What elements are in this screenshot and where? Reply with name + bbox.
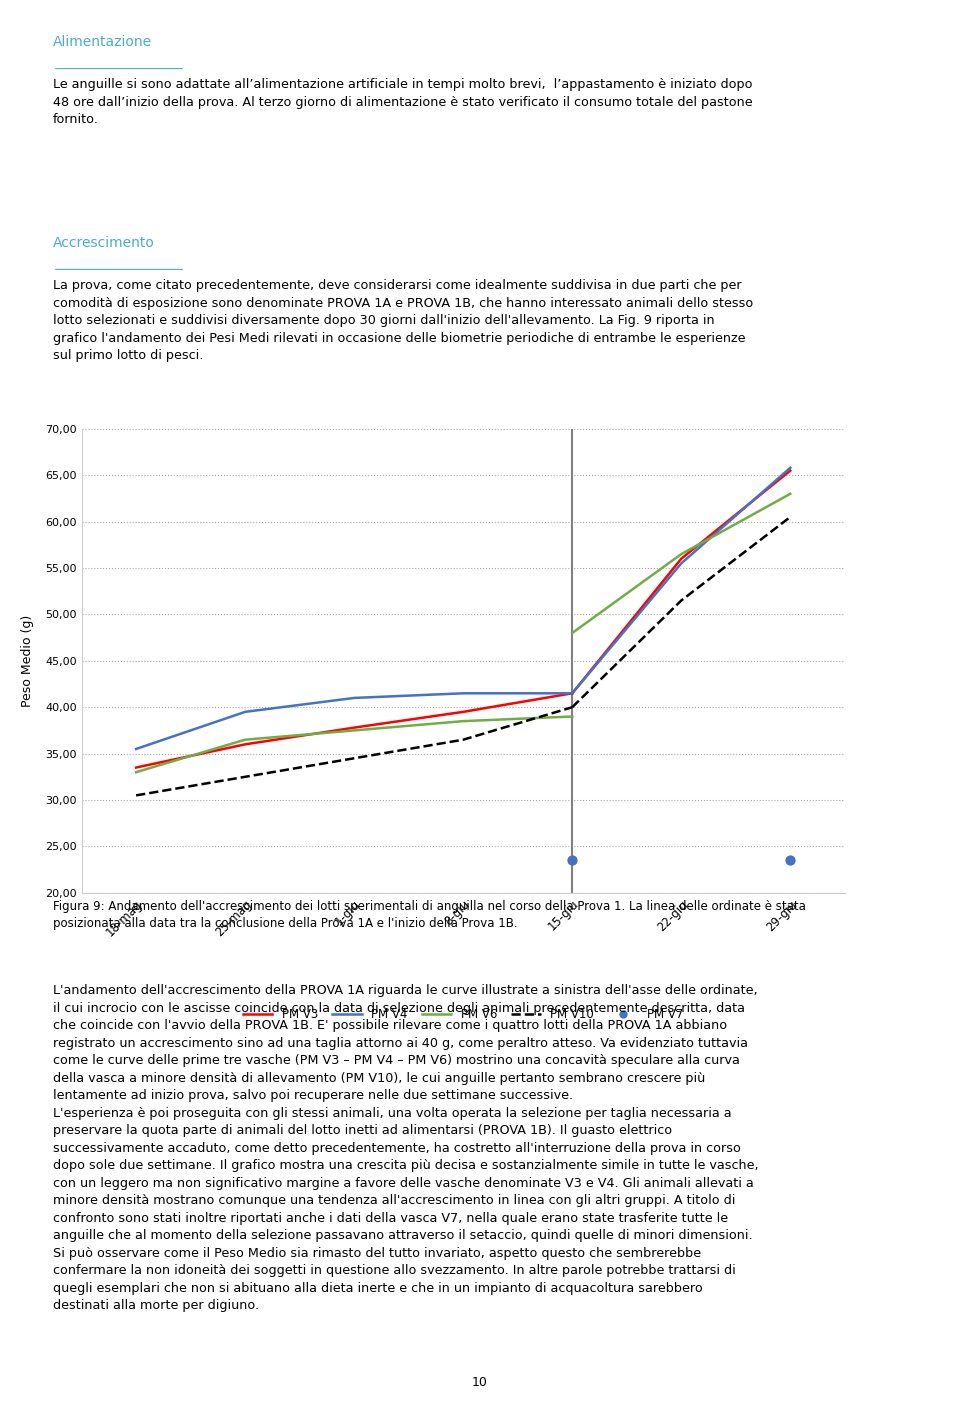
Point xyxy=(564,849,580,872)
Text: Figura 9: Andamento dell'accrescimento dei lotti sperimentali di anguilla nel co: Figura 9: Andamento dell'accrescimento d… xyxy=(53,900,805,929)
Text: Le anguille si sono adattate all’alimentazione artificiale in tempi molto brevi,: Le anguille si sono adattate all’aliment… xyxy=(53,79,753,127)
Text: Accrescimento: Accrescimento xyxy=(53,236,155,250)
Y-axis label: Peso Medio (g): Peso Medio (g) xyxy=(21,614,34,707)
Text: 10: 10 xyxy=(472,1376,488,1389)
Legend: PM V3, PM V4, PM V6, PM V10, PM V7: PM V3, PM V4, PM V6, PM V10, PM V7 xyxy=(238,1004,688,1026)
Text: L'andamento dell'accrescimento della PROVA 1A riguarda le curve illustrate a sin: L'andamento dell'accrescimento della PRO… xyxy=(53,984,758,1312)
Text: La prova, come citato precedentemente, deve considerarsi come idealmente suddivi: La prova, come citato precedentemente, d… xyxy=(53,280,753,363)
Text: Alimentazione: Alimentazione xyxy=(53,35,152,49)
Point xyxy=(782,849,798,872)
